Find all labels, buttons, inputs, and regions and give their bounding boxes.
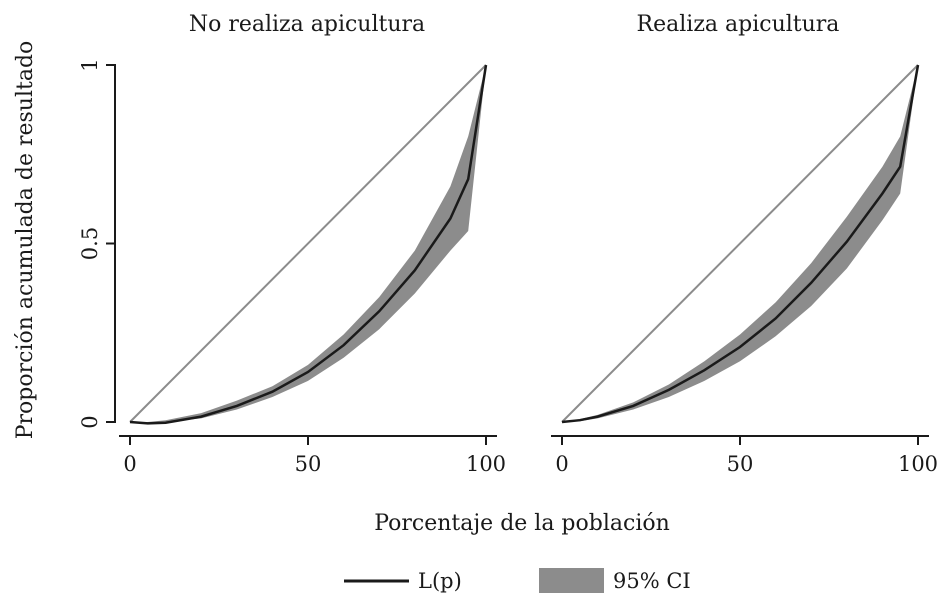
- panel-right: Realiza apicultura 0 50 100: [551, 12, 938, 476]
- legend: L(p) 95% CI: [344, 568, 691, 593]
- legend-band-swatch: [539, 568, 604, 593]
- panel-left: No realiza apicultura 0 50 100 0 0.5 1: [78, 12, 506, 476]
- panel-title-right: Realiza apicultura: [637, 12, 840, 37]
- x-tick-label-1-2: 100: [898, 452, 938, 476]
- x-tick-label-0-1: 50: [295, 452, 322, 476]
- y-tick-label-0: 0: [78, 415, 102, 428]
- y-axis-title: Proporción acumulada de resultado: [13, 41, 38, 440]
- y-tick-label-2: 1: [78, 58, 102, 71]
- equality-line-1: [561, 64, 919, 423]
- lorenz-curve-0: [129, 64, 488, 425]
- x-axis-title: Porcentaje de la población: [374, 511, 670, 536]
- x-tick-label-1-0: 0: [555, 452, 568, 476]
- x-tick-label-0-2: 100: [466, 452, 506, 476]
- legend-label-curve: L(p): [418, 569, 462, 593]
- x-tick-label-0-0: 0: [123, 452, 136, 476]
- panel-title-left: No realiza apicultura: [189, 12, 425, 37]
- equality-line-0: [129, 64, 487, 423]
- legend-label-ci: 95% CI: [613, 569, 691, 593]
- y-tick-label-1: 0.5: [78, 227, 102, 260]
- x-tick-label-1-1: 50: [727, 452, 754, 476]
- lorenz-curve-1: [561, 64, 920, 424]
